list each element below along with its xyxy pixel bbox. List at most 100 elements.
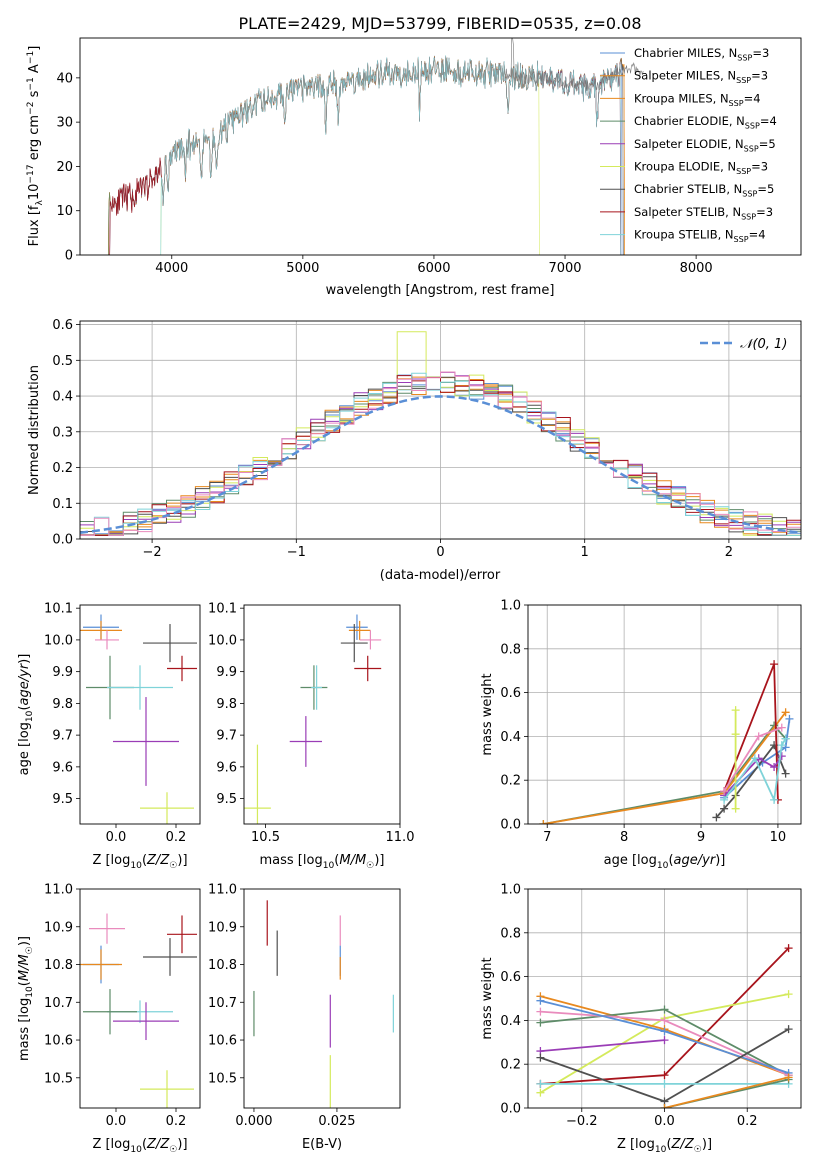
weight-point-marker: [777, 752, 786, 761]
chart-residuals: −2 −1 0 1 2 0.0 0.1 0.2 0.3 0.4 0.5 0.6 (data-model)…: [27, 318, 802, 583]
y-tick-label: 0.2: [500, 1058, 521, 1073]
x-tick-label: 0.000: [235, 1114, 272, 1129]
axes-frame: [243, 604, 401, 825]
y-tick-label: 0.3: [52, 425, 73, 440]
plot-area: [80, 913, 197, 1108]
weight-point-marker: [785, 714, 794, 723]
y-tick-label: 0.4: [500, 730, 521, 745]
x-tick-label: 7000: [548, 261, 581, 276]
x-tick-label: 0.0: [106, 1114, 127, 1129]
x-tick-label: 5000: [286, 261, 319, 276]
weight-point-marker: [539, 820, 548, 824]
x-tick-label: 6000: [417, 261, 450, 276]
x-tick-label: 7: [543, 830, 551, 845]
weight-point-marker: [781, 734, 790, 743]
histogram-series: [80, 372, 801, 536]
weight-point-marker: [731, 804, 740, 813]
legend-label: Salpeter STELIB, NSSP=3: [634, 205, 773, 221]
chart-z-weight: −0.2 0.0 0.2 0.0 0.2 0.4 0.6 0.8 1.0 Z [log10(Z/Z…: [480, 883, 802, 1155]
weight-point-marker: [536, 1018, 545, 1027]
legend-label: Chabrier MILES, NSSP=3: [634, 46, 769, 62]
y-tick-label: 0.2: [500, 774, 521, 789]
legend-label: Salpeter ELODIE, NSSP=5: [634, 137, 776, 153]
weight-point-marker: [781, 769, 790, 778]
axes-frame: [527, 888, 802, 1109]
plot-area: [80, 331, 801, 536]
spectrum-line: [504, 38, 644, 92]
y-axis-label: mass [log10(M/M☉)]: [17, 936, 35, 1061]
y-tick-label: 10.1: [208, 602, 237, 617]
axes-frame: [527, 604, 802, 825]
y-axis-label: mass weight: [480, 957, 495, 1039]
weight-point-marker: [770, 795, 779, 804]
x-axis-label: mass [log10(M/M☉)]: [260, 853, 385, 871]
y-tick-label: 10.7: [208, 996, 237, 1011]
y-tick-label: 9.9: [216, 665, 237, 680]
weight-point-marker: [777, 741, 786, 750]
weight-point-marker: [770, 660, 779, 669]
y-tick-label: 10.0: [44, 633, 73, 648]
y-tick-label: 0.0: [500, 1102, 521, 1117]
spectrum-line: [160, 55, 622, 255]
y-tick-label: 0.4: [500, 1014, 521, 1029]
y-tick-label: 10.7: [44, 996, 73, 1011]
legend-label: Chabrier STELIB, NSSP=5: [634, 182, 774, 198]
y-tick-label: 9.9: [52, 665, 73, 680]
legend-label: Salpeter MILES, NSSP=3: [634, 69, 768, 85]
y-tick-label: 0.2: [52, 461, 73, 476]
y-tick-label: 1.0: [500, 599, 521, 614]
plot-area: [108, 38, 644, 255]
weight-point-marker: [660, 1005, 669, 1014]
histogram-series: [80, 371, 801, 536]
weight-series-line: [540, 1039, 665, 1052]
x-axis-label: age [log10(age/yr)]: [604, 853, 726, 871]
plot-area: [80, 614, 197, 824]
x-tick-label: 0.0: [106, 830, 127, 845]
weight-point-marker: [784, 944, 793, 953]
y-tick-label: 10.9: [208, 920, 237, 935]
x-tick-label: 0: [436, 545, 444, 560]
weight-point-marker: [754, 732, 763, 741]
weight-point-marker: [784, 1073, 793, 1082]
x-tick-label: 2: [725, 545, 733, 560]
y-tick-label: 10: [56, 204, 73, 219]
weight-point-marker: [781, 708, 790, 717]
y-tick-label: 9.5: [216, 792, 237, 807]
y-tick-label: 9.7: [52, 729, 73, 744]
y-tick-label: 9.6: [216, 760, 237, 775]
x-axis-label: wavelength [Angstrom, rest frame]: [326, 283, 555, 298]
weight-point-marker: [660, 1016, 669, 1025]
chart-ebv-mass: 0.000 0.025 10.5 10.6 10.7 10.8 10.9 11.0 E(B-V): [208, 883, 401, 1152]
y-tick-label: 10.8: [44, 958, 73, 973]
x-tick-label: 4000: [155, 261, 188, 276]
axes-frame: [79, 37, 802, 256]
x-tick-label: 0.2: [166, 830, 187, 845]
weight-point-marker: [770, 763, 779, 772]
y-tick-label: 10.6: [44, 1034, 73, 1049]
weight-point-marker: [712, 813, 721, 822]
y-tick-label: 10.8: [208, 958, 237, 973]
y-tick-label: 10.5: [208, 1071, 237, 1086]
y-tick-label: 0.6: [500, 686, 521, 701]
y-axis-label: mass weight: [480, 673, 495, 755]
x-tick-label: 11.0: [386, 830, 415, 845]
x-tick-label: 10: [770, 830, 787, 845]
x-axis-label: Z [log10(Z/Z☉)]: [92, 1137, 187, 1155]
y-tick-label: 9.8: [52, 697, 73, 712]
weight-series-line: [543, 724, 787, 824]
y-tick-label: 0.5: [52, 354, 73, 369]
y-tick-label: 10.6: [208, 1034, 237, 1049]
weight-point-marker: [536, 996, 545, 1005]
plot-area: [253, 900, 394, 1108]
axes-frame: [79, 604, 201, 825]
weight-series-line: [664, 1076, 789, 1108]
plot-area: [244, 614, 382, 824]
weight-point-marker: [750, 754, 759, 763]
y-tick-label: 9.5: [52, 792, 73, 807]
legend-label: Kroupa STELIB, NSSP=4: [634, 228, 766, 244]
y-tick-label: 0.8: [500, 926, 521, 941]
weight-point-marker: [784, 1025, 793, 1034]
weight-point-marker: [660, 1079, 669, 1088]
axes-frame: [79, 888, 201, 1109]
